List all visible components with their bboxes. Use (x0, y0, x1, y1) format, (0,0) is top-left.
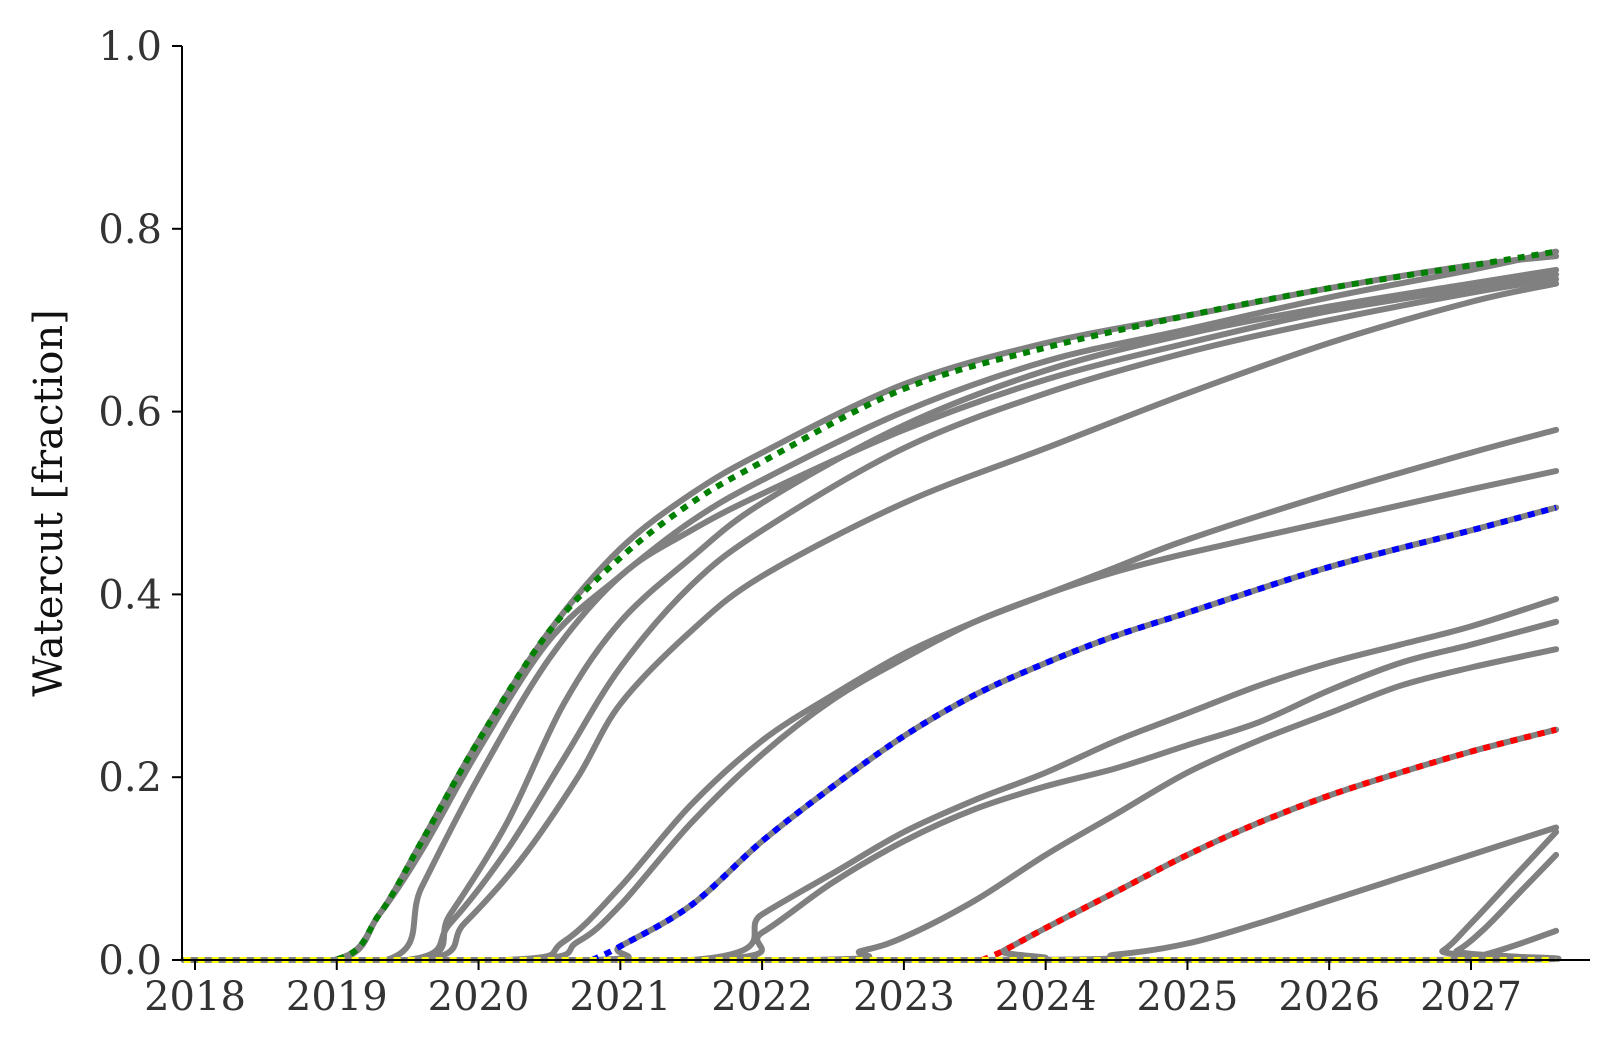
x-tick-label: 2026 (1278, 974, 1380, 1020)
x-tick-label: 2020 (428, 974, 530, 1020)
y-tick-label: 0.8 (98, 207, 162, 253)
gray-series-line (180, 726, 1560, 964)
dotted-series-line (590, 504, 1557, 963)
series-layer (180, 248, 1562, 964)
gray-series-line (180, 468, 1560, 964)
gray-series-line (180, 280, 1560, 963)
x-tick-label: 2027 (1420, 974, 1522, 1020)
y-tick-label: 0.0 (98, 938, 162, 984)
gray-series-line (180, 426, 1560, 964)
gray-series-line (180, 266, 1560, 963)
gray-series-line (180, 646, 1560, 964)
y-tick-label: 0.6 (98, 390, 162, 436)
y-axis-title: Watercut [fraction] (26, 309, 72, 696)
dotted-series-line (183, 248, 1557, 964)
x-tick-label: 2022 (711, 974, 813, 1020)
y-tick-label: 0.4 (98, 572, 162, 618)
x-tick-label: 2021 (569, 974, 671, 1020)
x-tick-label: 2018 (144, 974, 246, 1020)
y-axis-ticks: 0.0 0.2 0.4 0.6 0.8 1.0 (98, 24, 182, 984)
gray-series-line (180, 851, 1560, 964)
dotted-series-line (980, 726, 1557, 963)
x-tick-label: 2025 (1137, 974, 1239, 1020)
gray-series-line (180, 276, 1560, 964)
x-axis-ticks: 2018 2019 2020 2021 2022 2023 2024 2025 2026 2027 (144, 960, 1522, 1020)
x-tick-label: 2019 (286, 974, 388, 1020)
gray-series-line (180, 271, 1560, 964)
y-tick-label: 0.2 (98, 755, 162, 801)
y-tick-label: 1.0 (98, 24, 162, 70)
x-tick-label: 2023 (853, 974, 955, 1020)
gray-series-line (180, 596, 1560, 964)
gray-series-line (180, 248, 1560, 964)
x-tick-label: 2024 (995, 974, 1097, 1020)
